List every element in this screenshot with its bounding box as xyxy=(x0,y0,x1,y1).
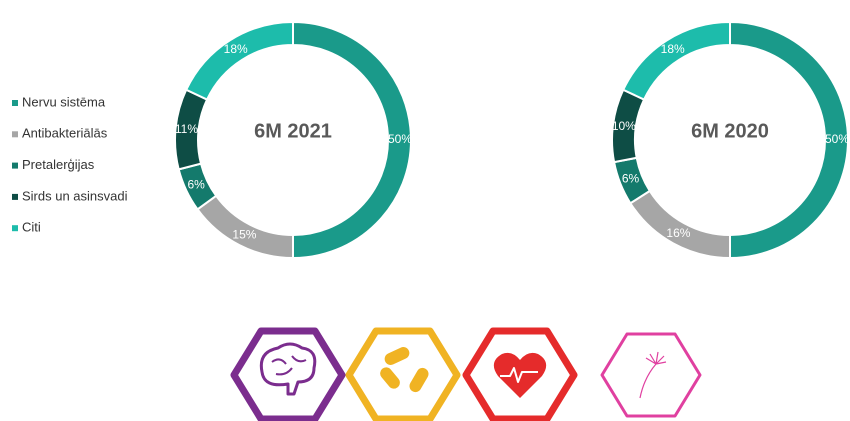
brain-icon xyxy=(230,327,346,421)
dandelion-icon xyxy=(600,332,702,418)
bacteria-icon xyxy=(345,327,461,421)
segment-label: 11% xyxy=(175,122,198,136)
segment-label: 6% xyxy=(188,178,206,192)
legend-label: Nervu sistēma xyxy=(22,94,106,109)
donut-segment xyxy=(621,20,731,101)
legend-label: Citi xyxy=(22,220,41,235)
segment-label: 50% xyxy=(825,132,849,146)
segment-label: 50% xyxy=(388,132,412,146)
legend-label: Sirds un asinsvadi xyxy=(22,188,128,203)
donut-segment xyxy=(184,20,294,101)
donut-segment xyxy=(628,189,731,260)
legend-swatch xyxy=(12,131,18,138)
legend-swatch xyxy=(12,193,18,200)
segment-label: 6% xyxy=(622,172,640,186)
icons xyxy=(230,327,702,421)
donut-title: 6M 2020 xyxy=(691,120,769,142)
heart-icon xyxy=(462,327,578,421)
segment-label: 15% xyxy=(232,228,256,242)
legend-swatch xyxy=(12,225,18,232)
legend-label: Pretalerģijas xyxy=(22,157,95,172)
segment-label: 16% xyxy=(666,226,690,240)
segment-label: 18% xyxy=(661,42,685,56)
legend-swatch xyxy=(12,162,18,169)
legend-swatch xyxy=(12,100,18,106)
donut-title: 6M 2021 xyxy=(254,120,332,142)
segment-label: 10% xyxy=(612,119,636,133)
segment-label: 18% xyxy=(224,42,248,56)
legend-label: Antibakteriālās xyxy=(22,126,108,141)
